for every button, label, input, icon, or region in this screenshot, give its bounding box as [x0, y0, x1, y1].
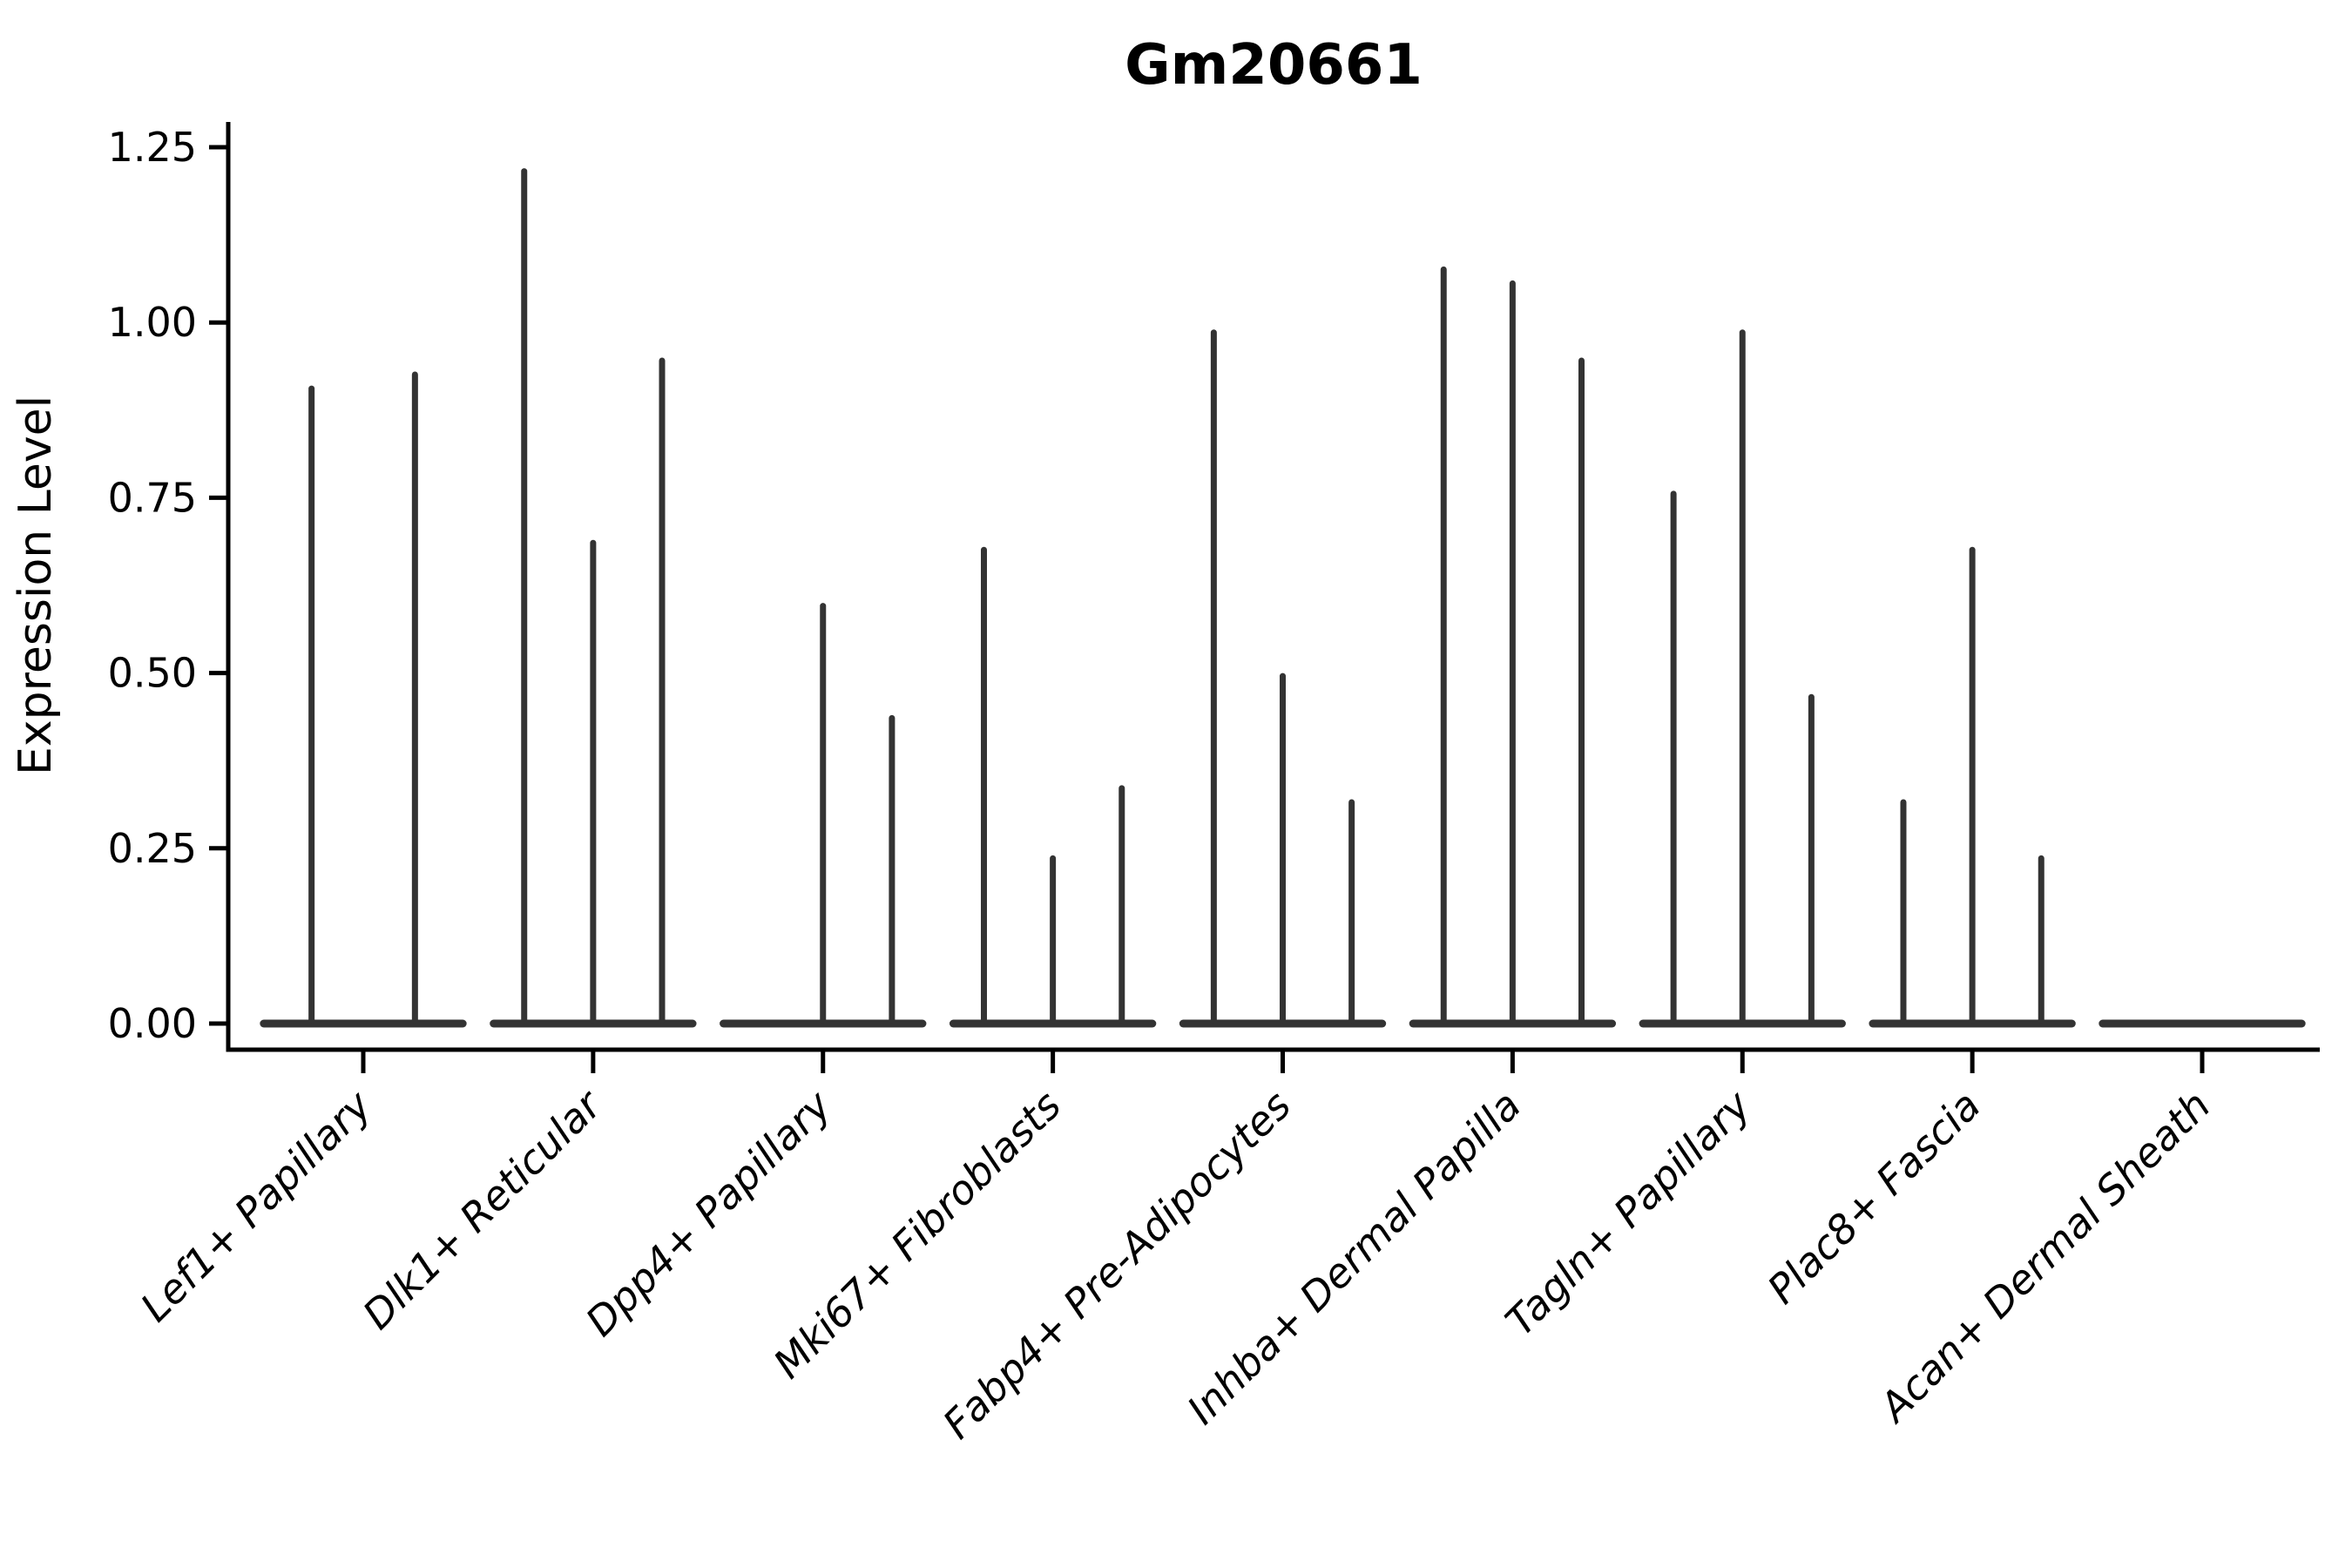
violin-spike: [1670, 490, 1677, 1024]
violin-spike: [889, 714, 896, 1024]
violin-spike: [980, 546, 987, 1024]
violin-spike: [590, 539, 597, 1024]
violin-spike: [1210, 329, 1217, 1024]
violin-spike: [1969, 546, 1976, 1024]
y-tick-label: 1.00: [108, 299, 197, 346]
y-tick-label: 0.75: [108, 474, 197, 521]
violin-spike: [1509, 280, 1516, 1024]
x-tick-label: Dlk1+ Reticular: [354, 1079, 612, 1338]
y-tick-label: 1.25: [108, 124, 197, 171]
violin-base-strip: [2099, 1019, 2306, 1028]
violin-spike: [1578, 357, 1585, 1024]
violin-spike: [1900, 799, 1907, 1024]
y-tick-label: 0.50: [108, 650, 197, 697]
chart-title: Gm20661: [1125, 33, 1423, 98]
violin-spike: [1739, 329, 1746, 1024]
violin-spike: [820, 603, 827, 1024]
violin-spike: [1440, 266, 1447, 1024]
x-tick-label: Dpp4+ Papillary: [577, 1081, 841, 1345]
y-tick-label: 0.00: [108, 1000, 197, 1047]
violin-spike: [521, 168, 528, 1024]
x-tick-label: Tagln+ Papillary: [1497, 1081, 1761, 1345]
violin-spike: [1119, 785, 1125, 1024]
violin-spike: [1050, 855, 1057, 1024]
x-tick-label: Plac8+ Fascia: [1759, 1082, 1990, 1313]
violin-spike: [411, 371, 418, 1024]
violin-spike: [1348, 799, 1355, 1024]
y-tick-label: 0.25: [108, 825, 197, 872]
violin-spike: [659, 357, 666, 1024]
x-tick-label: Lef1+ Papillary: [132, 1081, 381, 1330]
violin-spike: [308, 385, 315, 1024]
violin-spike: [1280, 672, 1286, 1024]
y-axis-label: Expression Level: [10, 395, 62, 775]
violin-base-strip: [260, 1019, 467, 1028]
violin-spike: [2038, 855, 2044, 1024]
violin-spike: [1808, 693, 1815, 1024]
